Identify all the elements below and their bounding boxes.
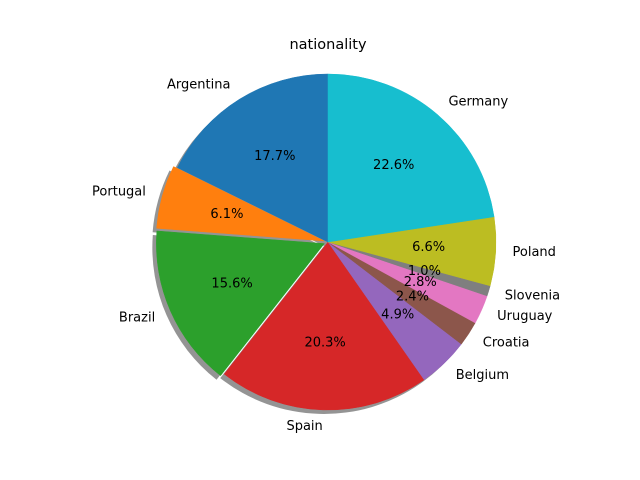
category-label-uruguay: Uruguay: [497, 309, 553, 324]
slice-germany: [327, 73, 495, 243]
percent-label-croatia: 2.4%: [396, 290, 429, 305]
percent-label-spain: 20.3%: [304, 335, 345, 350]
slice-portugal: [156, 166, 325, 242]
percent-label-brazil: 15.6%: [211, 277, 252, 292]
percent-label-poland: 6.6%: [412, 240, 445, 255]
percent-label-portugal: 6.1%: [210, 207, 243, 222]
percent-label-slovenia: 1.0%: [408, 264, 441, 279]
category-label-portugal: Portugal: [92, 185, 146, 200]
category-label-belgium: Belgium: [456, 368, 509, 383]
chart-title: nationality: [289, 37, 366, 53]
category-label-slovenia: Slovenia: [505, 288, 560, 303]
slice-brazil: [156, 230, 325, 377]
slice-argentina: [177, 73, 329, 243]
percent-label-belgium: 4.9%: [381, 307, 414, 322]
slice-spain: [223, 241, 425, 411]
pie-percent-labels: 17.7% 6.1% 15.6% 20.3% 4.9% 2.4%2.8%1.0% 6.6% 2…: [210, 149, 445, 350]
category-label-brazil: Brazil: [119, 311, 155, 326]
category-label-germany: Germany: [448, 94, 508, 109]
percent-label-germany: 22.6%: [373, 158, 414, 173]
category-label-argentina: Argentina: [167, 78, 230, 93]
pie-category-labels: Argentina Portugal Brazil Spain Belgium Croat…: [92, 78, 560, 435]
category-label-poland: Poland: [513, 245, 556, 260]
percent-label-uruguay: 2.8%: [404, 275, 437, 290]
category-label-spain: Spain: [286, 419, 322, 434]
percent-label-argentina: 17.7%: [254, 149, 295, 164]
pie-slices: [156, 73, 497, 411]
category-label-croatia: Croatia: [483, 335, 530, 350]
